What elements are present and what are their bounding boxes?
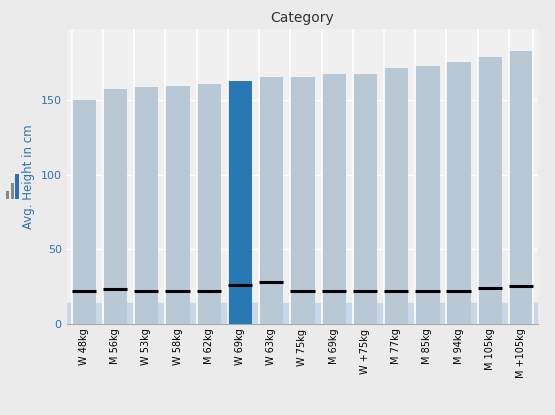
- Title: Category: Category: [271, 11, 334, 25]
- Bar: [478, 57, 502, 324]
- Bar: [447, 62, 471, 324]
- Bar: [6, 191, 9, 199]
- Bar: [11, 183, 14, 199]
- Bar: [384, 68, 408, 324]
- Bar: [353, 74, 377, 324]
- Bar: [321, 74, 346, 324]
- Bar: [259, 77, 284, 324]
- Bar: [16, 174, 19, 199]
- Bar: [196, 84, 221, 324]
- Bar: [509, 51, 533, 324]
- Bar: [72, 100, 96, 324]
- Bar: [134, 87, 158, 324]
- Bar: [290, 77, 315, 324]
- Bar: [415, 66, 440, 324]
- Bar: [165, 85, 190, 324]
- Y-axis label: Avg. Height in cm: Avg. Height in cm: [22, 124, 35, 229]
- Bar: [103, 88, 127, 324]
- Bar: [67, 303, 538, 324]
- Bar: [228, 81, 252, 324]
